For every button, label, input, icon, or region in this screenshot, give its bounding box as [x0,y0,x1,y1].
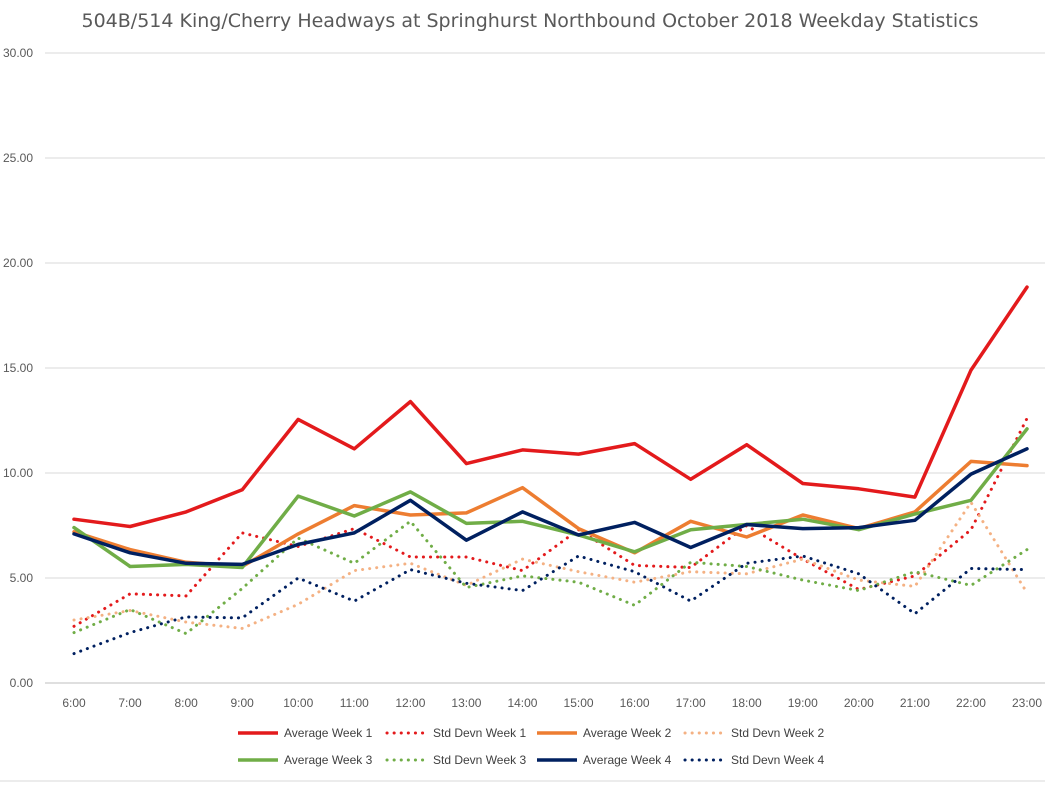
series-line-6 [72,447,1029,567]
x-tick-label: 6:00 [62,696,86,710]
series-line-7 [72,554,1029,656]
y-tick-label: 15.00 [3,361,33,375]
x-tick-label: 19:00 [788,696,818,710]
y-tick-label: 20.00 [3,256,33,270]
y-axis-ticks: 0.00 5.00 10.00 15.00 20.00 25.00 30.00 [3,46,33,690]
series-lines [72,285,1029,656]
x-axis-ticks: 6:00 7:00 8:00 9:00 10:00 11:00 12:00 13:00 14:0… [62,696,1042,710]
legend-label: Average Week 3 [284,753,373,767]
x-tick-label: 8:00 [174,696,198,710]
x-tick-label: 21:00 [900,696,930,710]
x-tick-label: 23:00 [1012,696,1042,710]
x-tick-label: 17:00 [676,696,706,710]
x-tick-label: 20:00 [844,696,874,710]
legend-label: Average Week 1 [284,726,373,740]
series-line-0 [72,285,1029,529]
x-tick-label: 10:00 [283,696,313,710]
legend-label: Std Devn Week 1 [433,726,526,740]
legend-label: Std Devn Week 3 [433,753,526,767]
x-tick-label: 22:00 [956,696,986,710]
legend-label: Std Devn Week 2 [731,726,824,740]
x-tick-label: 9:00 [231,696,255,710]
x-tick-label: 13:00 [451,696,481,710]
x-tick-label: 11:00 [340,696,369,710]
legend-label: Std Devn Week 4 [731,753,824,767]
x-tick-label: 16:00 [620,696,650,710]
y-tick-label: 30.00 [3,46,33,60]
legend-label: Average Week 4 [583,753,672,767]
x-tick-label: 18:00 [732,696,762,710]
chart-title: 504B/514 King/Cherry Headways at Springh… [82,10,979,32]
y-tick-label: 10.00 [3,466,33,480]
y-tick-label: 25.00 [3,151,33,165]
x-tick-label: 15:00 [564,696,594,710]
gridlines [45,52,1045,684]
x-tick-label: 7:00 [118,696,142,710]
legend-label: Average Week 2 [583,726,672,740]
x-tick-label: 12:00 [395,696,425,710]
series-line-1 [72,416,1029,628]
y-tick-label: 5.00 [10,571,34,585]
x-tick-label: 14:00 [507,696,537,710]
series-line-3 [72,500,1029,630]
legend: Average Week 1 Std Devn Week 1 Average Wee… [238,726,824,767]
y-tick-label: 0.00 [10,676,34,690]
